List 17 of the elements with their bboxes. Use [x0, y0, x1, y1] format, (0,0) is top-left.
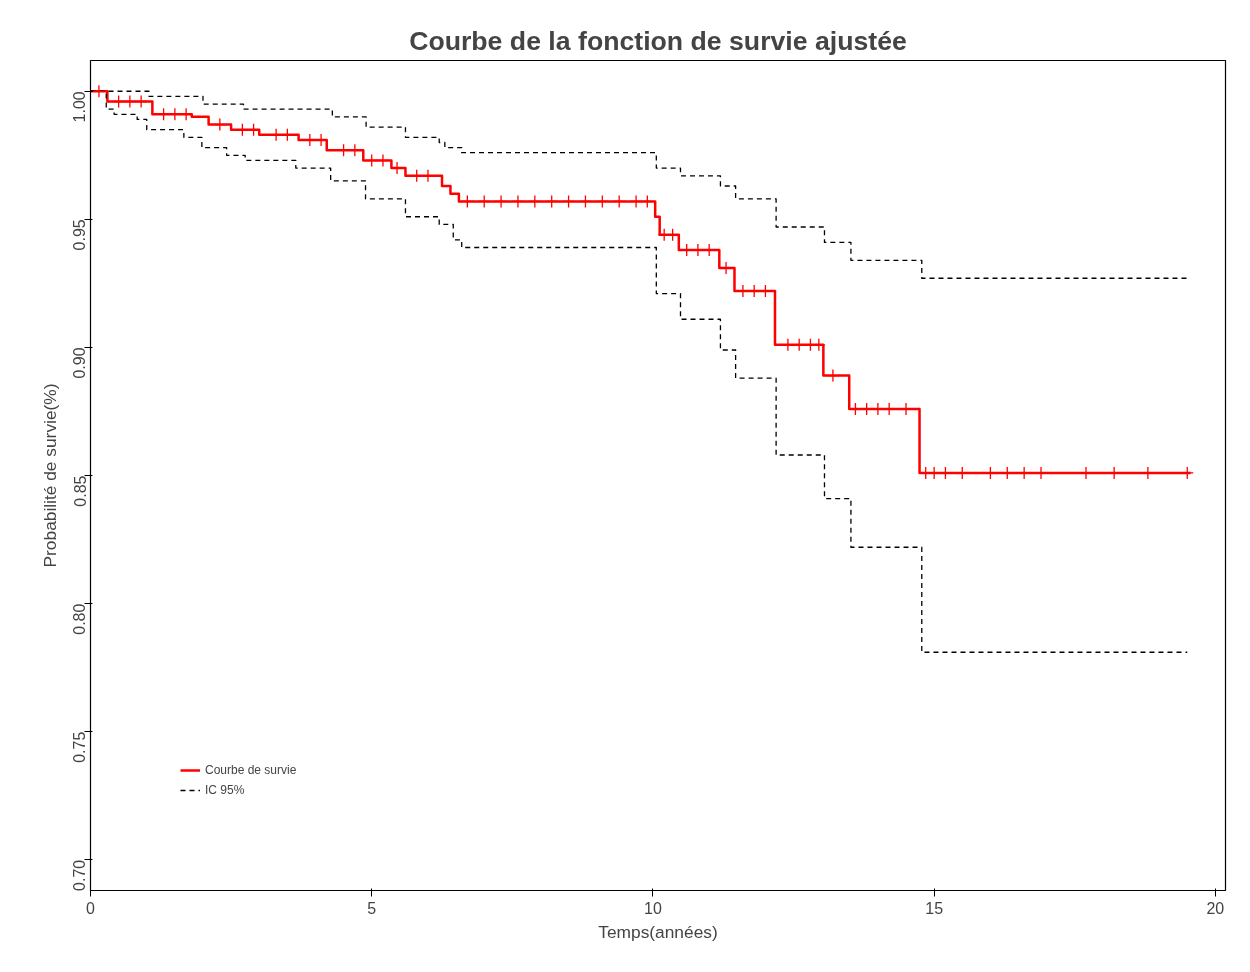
y-tick-label: 0.80: [71, 603, 89, 635]
y-tick-label: 0.75: [71, 731, 89, 763]
y-tick-label: 0.85: [71, 475, 89, 507]
y-tick-label: 0.95: [71, 219, 89, 251]
y-tick-label: 1.00: [71, 91, 89, 123]
legend-label: Courbe de survie: [205, 763, 297, 777]
x-tick-label: 0: [86, 899, 96, 917]
y-tick-label: 0.70: [71, 859, 89, 891]
x-tick-label: 20: [1206, 899, 1225, 917]
y-tick-label: 0.90: [71, 347, 89, 379]
x-tick-label: 5: [367, 899, 377, 917]
legend-label: IC 95%: [205, 783, 245, 797]
y-axis-title: Probabilité de survie(%): [39, 383, 60, 568]
chart-title: Courbe de la fonction de survie ajustée: [409, 25, 907, 56]
x-tick-label: 10: [644, 899, 662, 917]
x-tick-label: 15: [925, 899, 944, 917]
x-axis-title: Temps(années): [598, 921, 718, 942]
